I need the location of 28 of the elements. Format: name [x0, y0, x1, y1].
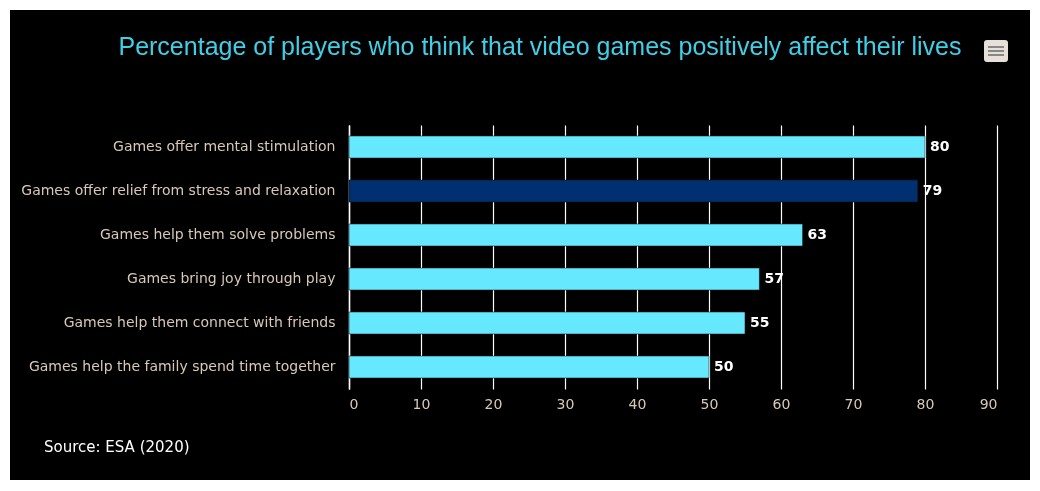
x-tick-label: 90 — [979, 395, 998, 412]
bar — [348, 223, 803, 247]
x-tick-label: 80 — [916, 395, 935, 412]
x-tick-label: 50 — [700, 395, 719, 412]
y-tick-label: Games help the family spend time together — [28, 358, 336, 374]
y-tick-label: Games bring joy through play — [127, 270, 336, 286]
bar — [348, 179, 919, 203]
x-tick-label: 0 — [349, 395, 359, 412]
bar — [348, 355, 710, 379]
data-label: 63 — [807, 226, 828, 242]
y-tick-label: Games help them connect with friends — [63, 314, 336, 330]
bar — [348, 135, 926, 159]
source-note: Source: ESA (2020) — [44, 438, 190, 456]
x-tick-label: 40 — [628, 395, 647, 412]
y-tick-label: Games offer mental stimulation — [113, 138, 336, 154]
y-tick-label: Games help them solve problems — [99, 226, 336, 242]
y-tick-label: Games offer relief from stress and relaxation — [21, 182, 336, 198]
data-label: 50 — [714, 358, 734, 374]
x-tick-label: 20 — [484, 395, 503, 412]
bar — [348, 267, 760, 291]
bar — [348, 311, 746, 335]
data-label: 55 — [750, 314, 770, 330]
chart-title: Percentage of players who think that video games positively affect their lives — [117, 32, 963, 60]
x-tick-label: 30 — [556, 395, 575, 412]
x-tick-label: 70 — [844, 395, 863, 412]
data-label: 80 — [930, 138, 950, 154]
x-tick-label: 60 — [772, 395, 791, 412]
x-tick-label: 10 — [412, 395, 431, 412]
